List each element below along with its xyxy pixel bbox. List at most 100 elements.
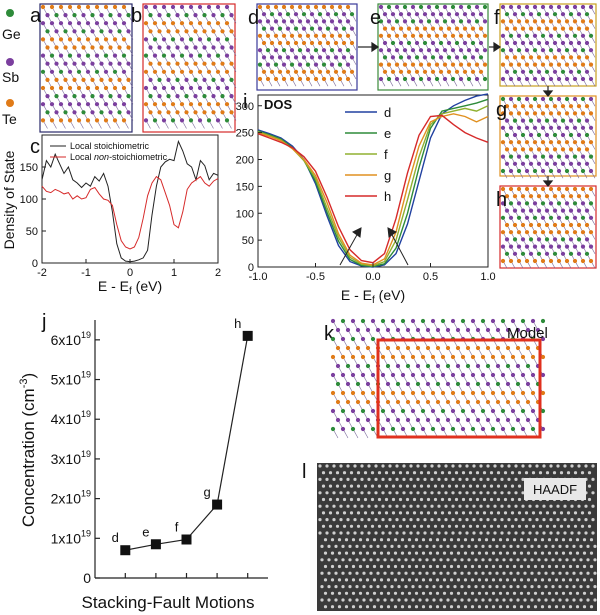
atom — [313, 62, 319, 67]
haadf-dot — [586, 585, 590, 589]
atom — [386, 19, 392, 24]
atom — [166, 13, 171, 18]
atom — [584, 104, 590, 109]
atom — [568, 12, 574, 17]
atom — [446, 55, 452, 60]
haadf-dot — [348, 544, 352, 549]
haadf-dot — [468, 471, 473, 475]
atom — [520, 208, 526, 213]
haadf-dot — [442, 564, 447, 569]
haadf-dot — [449, 578, 454, 582]
haadf-dot — [418, 558, 422, 562]
haadf-dot — [523, 585, 527, 589]
atom — [108, 94, 113, 99]
haadf-dot — [397, 585, 401, 589]
haadf-dot — [582, 591, 587, 595]
atom — [405, 417, 411, 423]
atom — [117, 61, 122, 66]
atom — [40, 4, 46, 10]
atom — [400, 390, 406, 396]
haadf-dot — [488, 598, 492, 602]
haadf-dot — [353, 464, 357, 468]
atom — [584, 147, 590, 152]
atom — [524, 96, 530, 102]
atom — [317, 55, 323, 60]
haadf-dot — [444, 464, 448, 468]
haadf-dot — [528, 518, 532, 522]
atom — [442, 4, 448, 10]
haadf-dot — [419, 484, 424, 488]
atom — [224, 118, 230, 123]
atom — [422, 40, 428, 46]
atom — [544, 12, 550, 17]
haadf-dot — [386, 605, 391, 609]
haadf-dot — [344, 578, 349, 582]
atom — [220, 29, 225, 34]
haadf-dot — [377, 471, 382, 475]
haadf-dot — [510, 471, 515, 475]
atom — [556, 96, 562, 102]
haadf-dot — [376, 585, 380, 589]
atom — [206, 4, 212, 10]
atom — [572, 125, 578, 130]
haadf-dot — [540, 551, 545, 555]
atom — [81, 45, 86, 50]
atom — [281, 4, 287, 10]
atom — [556, 168, 562, 174]
atom — [504, 104, 510, 109]
haadf-dot — [440, 497, 445, 502]
atom — [45, 13, 50, 18]
atom — [482, 76, 488, 82]
atom — [157, 45, 162, 50]
atom — [126, 13, 131, 18]
haadf-dot — [584, 504, 588, 508]
haadf-dot — [545, 524, 550, 528]
atom — [103, 4, 109, 10]
haadf-dot — [545, 471, 550, 475]
haadf-dot — [458, 518, 462, 522]
atom — [269, 55, 275, 60]
atom — [337, 19, 343, 24]
x-tick-label: 0 — [127, 267, 133, 279]
atom — [49, 53, 55, 58]
atom — [470, 55, 476, 60]
haadf-dot — [537, 598, 541, 602]
atom — [40, 69, 46, 74]
atom — [63, 29, 68, 34]
atom — [121, 53, 127, 58]
sequence-arrows — [358, 41, 554, 187]
atom — [103, 85, 109, 91]
atom — [564, 258, 570, 264]
atom — [193, 61, 198, 66]
atom — [76, 4, 82, 10]
atom — [197, 118, 203, 123]
atom — [188, 69, 194, 74]
y-tick-label: 50 — [242, 235, 254, 247]
y-tick-label: 300 — [236, 101, 254, 113]
haadf-dot — [514, 531, 518, 535]
panel-k-label: k — [324, 323, 335, 345]
haadf-dot — [507, 464, 511, 468]
haadf-dot — [393, 564, 398, 569]
atom — [540, 354, 546, 360]
atom — [72, 110, 77, 115]
haadf-dot — [493, 477, 497, 481]
atom — [504, 55, 510, 60]
atom — [418, 33, 424, 38]
atom — [445, 417, 451, 423]
haadf-dot — [419, 471, 424, 475]
atom — [378, 4, 384, 10]
atom — [568, 194, 574, 199]
haadf-dot — [351, 591, 356, 595]
atom — [345, 363, 351, 369]
haadf-dot — [454, 471, 459, 475]
atom — [390, 69, 396, 74]
atom — [188, 37, 194, 42]
atom — [480, 372, 486, 378]
atom — [540, 408, 546, 414]
atom — [202, 13, 207, 18]
haadf-dot — [479, 518, 483, 522]
haadf-dot — [458, 531, 462, 535]
atom — [430, 69, 436, 74]
